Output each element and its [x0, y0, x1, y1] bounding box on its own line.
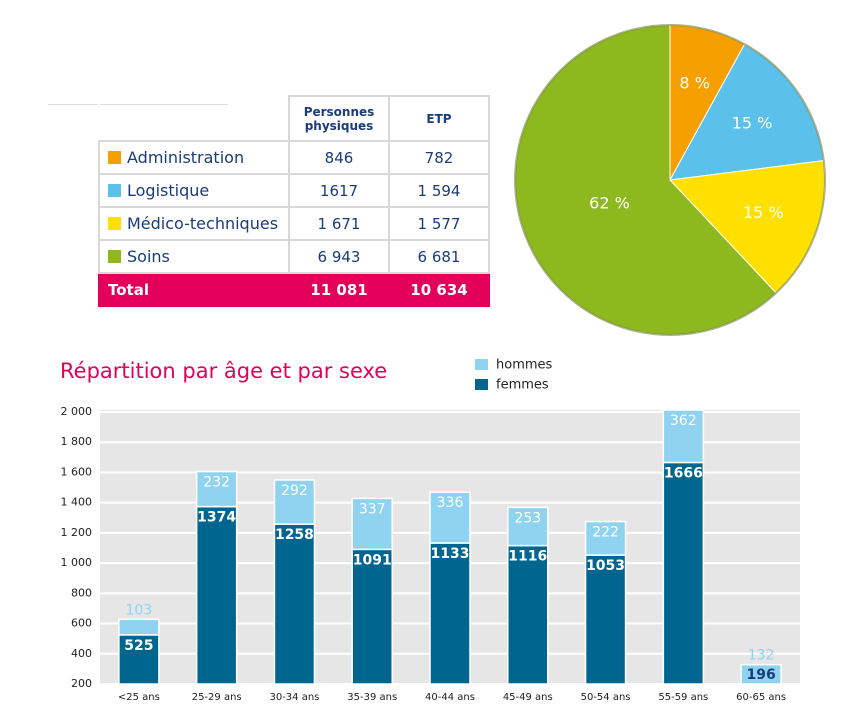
row-label: Soins — [127, 247, 170, 266]
bar-segment — [195, 470, 238, 508]
cell: 782 — [388, 140, 490, 175]
legend-swatch — [475, 379, 488, 390]
bar-segment — [273, 479, 316, 525]
row-label: Administration — [127, 148, 245, 167]
value-label: 292 — [281, 483, 308, 499]
y-tick-label: 1 600 — [61, 465, 93, 478]
value-label: 132 — [748, 648, 775, 664]
pie-rim — [514, 24, 826, 336]
header-row: Personnes physiques ETP — [98, 95, 490, 142]
row-label-cell: Médico-techniques — [98, 206, 290, 241]
bar-segment — [507, 506, 549, 547]
bar-segment — [118, 618, 160, 636]
value-label: 1374 — [197, 510, 236, 526]
row: Logistique 1617 1 594 — [98, 173, 490, 208]
total-label: Total — [98, 272, 290, 307]
swatch — [108, 151, 121, 164]
y-tick-label: 1 200 — [61, 526, 93, 539]
value-label: 362 — [670, 413, 697, 429]
swatch — [108, 184, 121, 197]
x-tick-label: 60-65 ans — [736, 692, 786, 703]
bar-segment — [351, 548, 393, 684]
value-label: 336 — [437, 495, 464, 511]
x-tick-label: 30-34 ans — [269, 692, 319, 703]
row: Soins 6 943 6 681 — [98, 239, 490, 274]
slice-label: 15 % — [732, 114, 773, 133]
cell: 6 681 — [388, 239, 490, 274]
value-label: 222 — [592, 525, 619, 541]
row: Médico-techniques 1 671 1 577 — [98, 206, 490, 241]
x-tick-label: 25-29 ans — [192, 692, 242, 703]
total-row: Total 11 081 10 634 — [98, 272, 490, 307]
cell: 6 943 — [288, 239, 390, 274]
y-tick-label: 1 000 — [61, 556, 93, 569]
slice-label: 15 % — [743, 203, 784, 222]
value-label: 1666 — [664, 465, 703, 481]
row-label-cell: Logistique — [98, 173, 290, 208]
value-label: 1116 — [508, 549, 547, 565]
cell: 1617 — [288, 173, 390, 208]
value-label: 1091 — [353, 552, 392, 568]
slice-label: 62 % — [589, 193, 630, 212]
value-label: 1133 — [431, 546, 470, 562]
y-tick-label: 2 000 — [61, 405, 93, 418]
cell: 1 577 — [388, 206, 490, 241]
bar-segment — [584, 520, 627, 556]
column-header: Personnes physiques — [288, 95, 390, 142]
corner — [98, 95, 290, 142]
bar-segment — [273, 523, 316, 684]
value-label: 253 — [514, 510, 541, 526]
value-label: 525 — [124, 638, 153, 654]
table: Personnes physiques ETP Administration 84… — [98, 95, 490, 307]
column-header: ETP — [388, 95, 490, 142]
swatch — [108, 217, 121, 230]
bar-segment — [429, 542, 471, 684]
total-cell: 11 081 — [288, 272, 390, 307]
value-label: 103 — [126, 602, 153, 618]
legend-label: femmes — [496, 378, 549, 393]
bar-segment — [429, 491, 471, 544]
bar-segment — [351, 497, 393, 551]
chart-title: Répartition par âge et par sexe — [60, 359, 387, 383]
y-tick-label: 1 800 — [61, 435, 93, 448]
x-tick-label: 55-59 ans — [658, 692, 708, 703]
legend-label: hommes — [496, 358, 553, 373]
value-label: 337 — [359, 501, 386, 517]
row: Administration 846 782 — [98, 140, 490, 175]
y-tick-label: 200 — [71, 677, 92, 690]
y-tick-label: 600 — [71, 617, 92, 630]
x-tick-label: 35-39 ans — [347, 692, 397, 703]
value-label: 196 — [746, 667, 775, 683]
x-tick-label: 50-54 ans — [581, 692, 631, 703]
row-label-cell: Administration — [98, 140, 290, 175]
bar-segment — [662, 461, 705, 684]
value-label: 232 — [203, 475, 230, 491]
bar-segment — [584, 554, 627, 684]
bar-segment — [507, 544, 549, 684]
bars — [118, 410, 782, 684]
legend-swatch — [475, 359, 488, 370]
bar-segment — [195, 505, 238, 684]
cell: 846 — [288, 140, 390, 175]
value-label: 1053 — [586, 558, 625, 574]
total-cell: 10 634 — [388, 272, 490, 307]
cell: 1 671 — [288, 206, 390, 241]
row-label: Médico-techniques — [127, 214, 279, 233]
bar-segment — [662, 410, 705, 464]
y-tick-label: 800 — [71, 586, 92, 599]
y-tick-label: 1 400 — [61, 496, 93, 509]
cell: 1 594 — [388, 173, 490, 208]
swatch — [108, 250, 121, 263]
x-tick-label: <25 ans — [118, 692, 160, 703]
x-tick-label: 45-49 ans — [503, 692, 553, 703]
bar-segment — [740, 663, 782, 684]
row-label: Logistique — [127, 181, 210, 200]
slice-label: 8 % — [679, 73, 709, 92]
x-tick-label: 40-44 ans — [425, 692, 475, 703]
row-label-cell: Soins — [98, 239, 290, 274]
y-tick-label: 400 — [71, 647, 92, 660]
value-label: 1258 — [275, 527, 314, 543]
